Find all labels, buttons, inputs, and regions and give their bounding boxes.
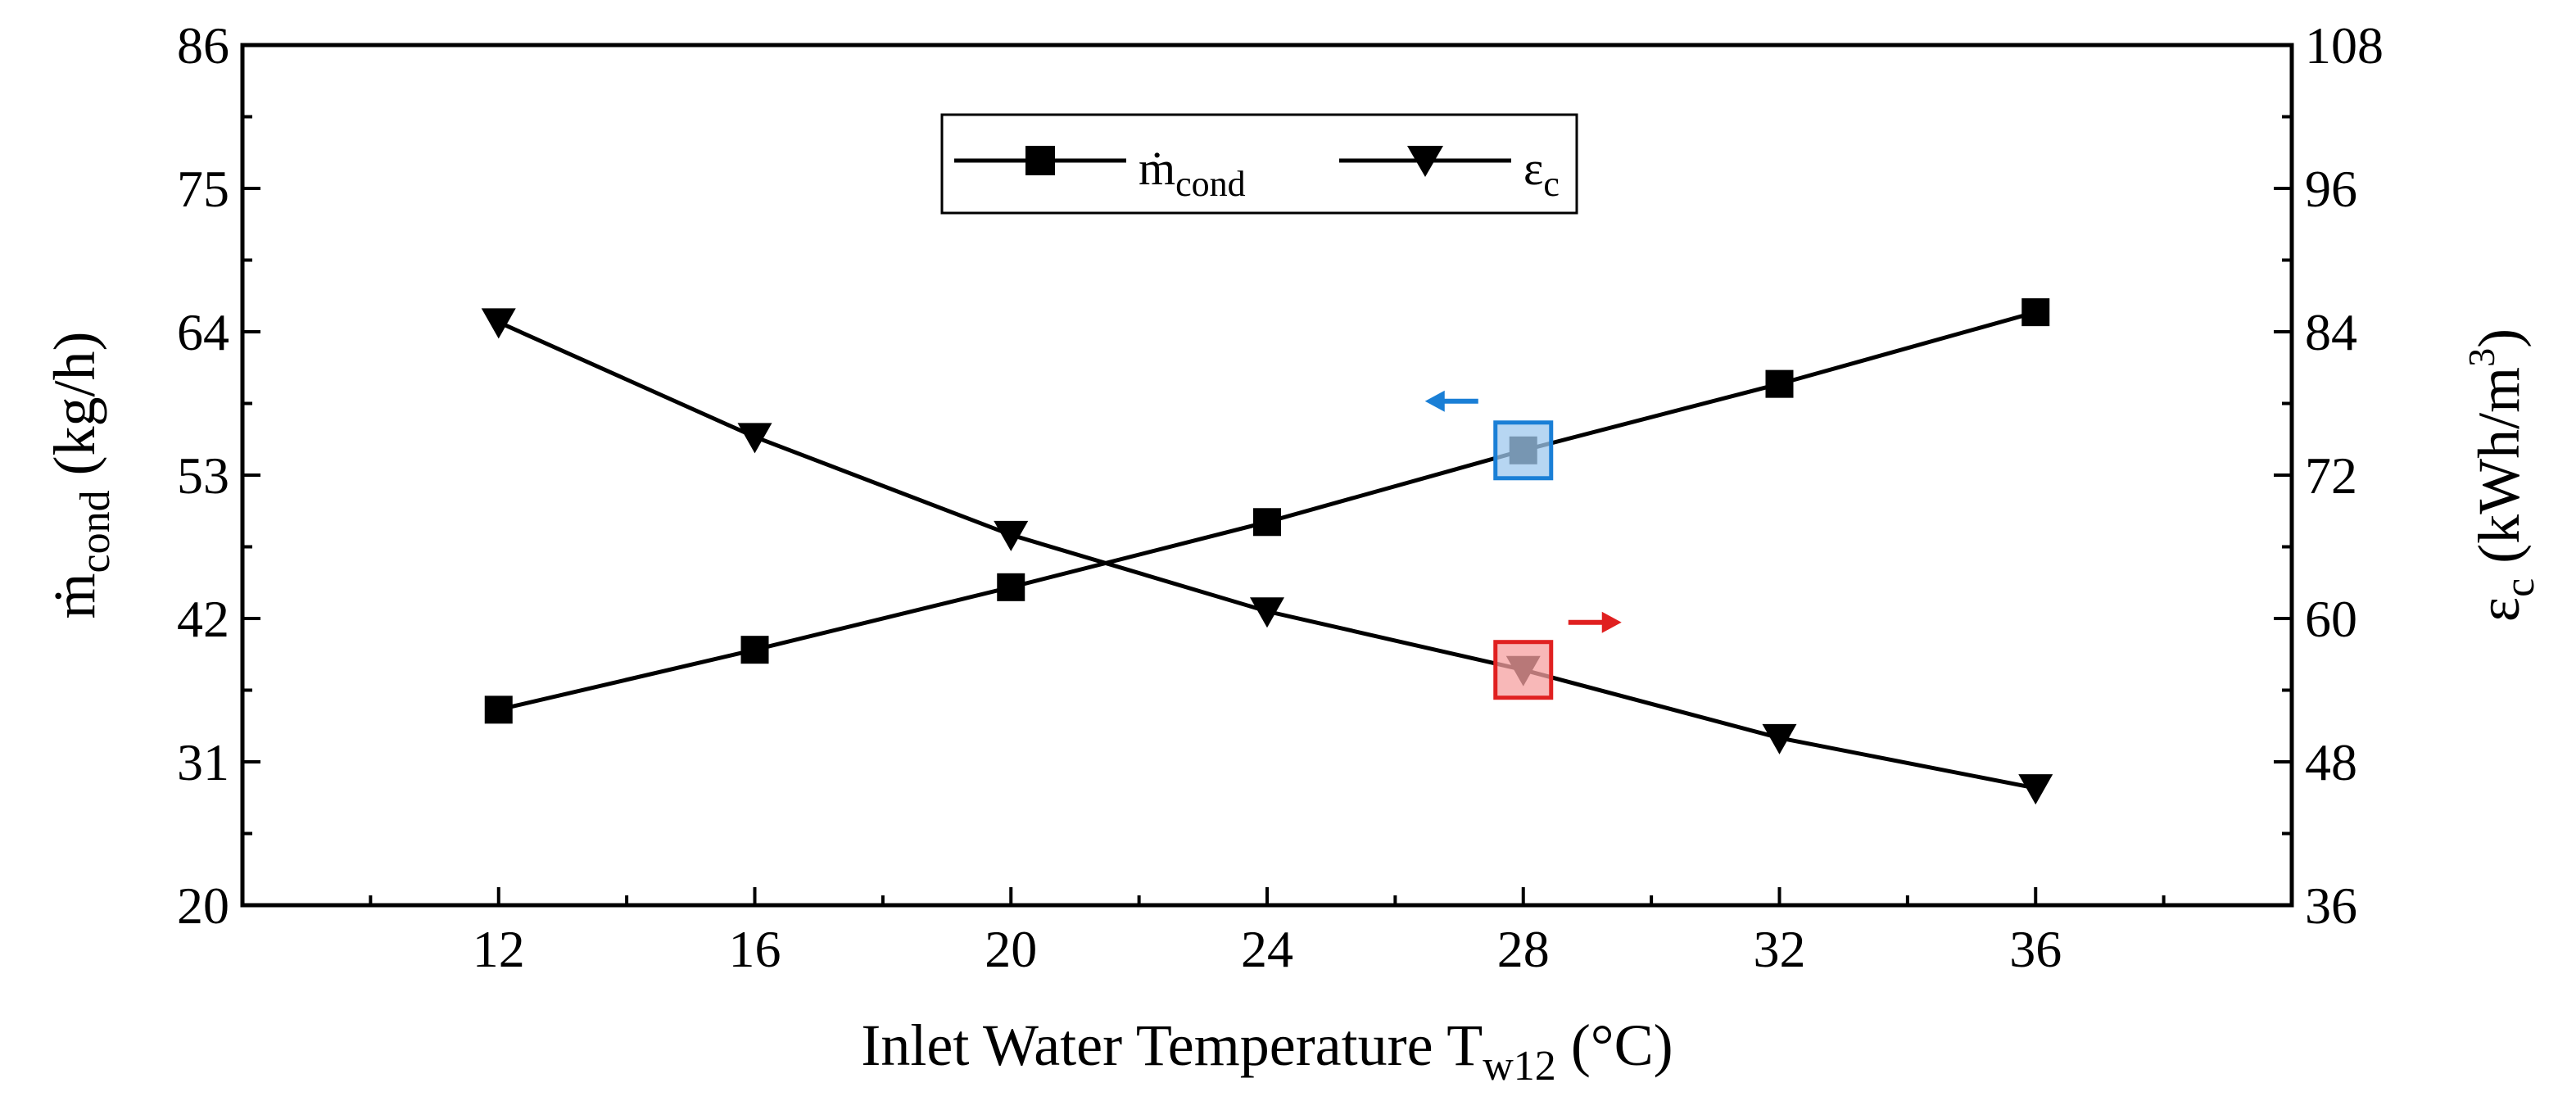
- data-point-mcond: [997, 573, 1025, 601]
- left-tick-label: 75: [177, 160, 229, 218]
- data-point-mcond: [484, 695, 513, 724]
- data-point-mcond: [1253, 508, 1281, 537]
- x-tick-label: 20: [985, 920, 1037, 978]
- data-point-epsilon: [1762, 723, 1797, 754]
- x-tick-label: 24: [1241, 920, 1293, 978]
- right-tick-label: 108: [2305, 16, 2384, 75]
- left-y-axis: 20 31 42 53 64 75 86: [177, 16, 260, 935]
- legend: ṁcond εc: [940, 113, 1578, 215]
- x-tick-label: 28: [1497, 920, 1550, 978]
- axis-arrow-head: [1601, 611, 1622, 633]
- right-tick-label: 60: [2305, 590, 2357, 648]
- highlight-box: [1493, 420, 1554, 481]
- x-tick-label: 36: [2009, 920, 2062, 978]
- x-tick-label: 12: [473, 920, 525, 978]
- right-tick-label: 72: [2305, 446, 2357, 505]
- data-point-epsilon: [737, 423, 772, 454]
- left-tick-label: 20: [177, 877, 229, 935]
- axis-arrow-head: [1424, 390, 1445, 412]
- legend-label-epsilon: εc: [1523, 142, 1560, 204]
- legend-label-mcond: ṁcond: [1139, 142, 1246, 204]
- left-tick-label: 31: [177, 733, 229, 791]
- x-axis: 12 16 20 24 28 32 36: [369, 887, 2166, 978]
- right-tick-label: 96: [2305, 160, 2357, 218]
- data-point-epsilon: [481, 308, 516, 339]
- legend-marker-square: [1025, 146, 1055, 175]
- left-tick-label: 86: [177, 16, 229, 75]
- left-tick-label: 42: [177, 590, 229, 648]
- right-y-axis: 36 48 60 72 84 96 108: [2274, 16, 2384, 935]
- x-axis-title: Inlet Water Temperature Tw12 (°C): [861, 1013, 1673, 1090]
- highlight-layer: [1424, 390, 1622, 700]
- data-point-mcond: [2021, 298, 2050, 327]
- right-tick-label: 48: [2305, 733, 2357, 791]
- left-tick-label: 64: [177, 303, 229, 361]
- highlight-box: [1493, 640, 1554, 700]
- legend-marker-triangle: [1407, 146, 1443, 177]
- x-tick-label: 16: [729, 920, 781, 978]
- data-point-mcond: [740, 636, 769, 664]
- right-tick-label: 36: [2305, 877, 2357, 935]
- left-axis-title: ṁcond (kg/h): [42, 331, 119, 618]
- right-axis-title: εc (kWh/m3): [2461, 328, 2543, 622]
- right-tick-label: 84: [2305, 303, 2357, 361]
- data-point-epsilon: [2018, 774, 2053, 805]
- x-tick-label: 32: [1754, 920, 1806, 978]
- left-tick-label: 53: [177, 446, 229, 505]
- data-point-epsilon: [1250, 597, 1284, 628]
- series-line-epsilon: [497, 320, 2036, 791]
- series-layer: [481, 298, 2053, 805]
- data-point-mcond: [1765, 369, 1794, 398]
- data-point-epsilon: [994, 520, 1029, 551]
